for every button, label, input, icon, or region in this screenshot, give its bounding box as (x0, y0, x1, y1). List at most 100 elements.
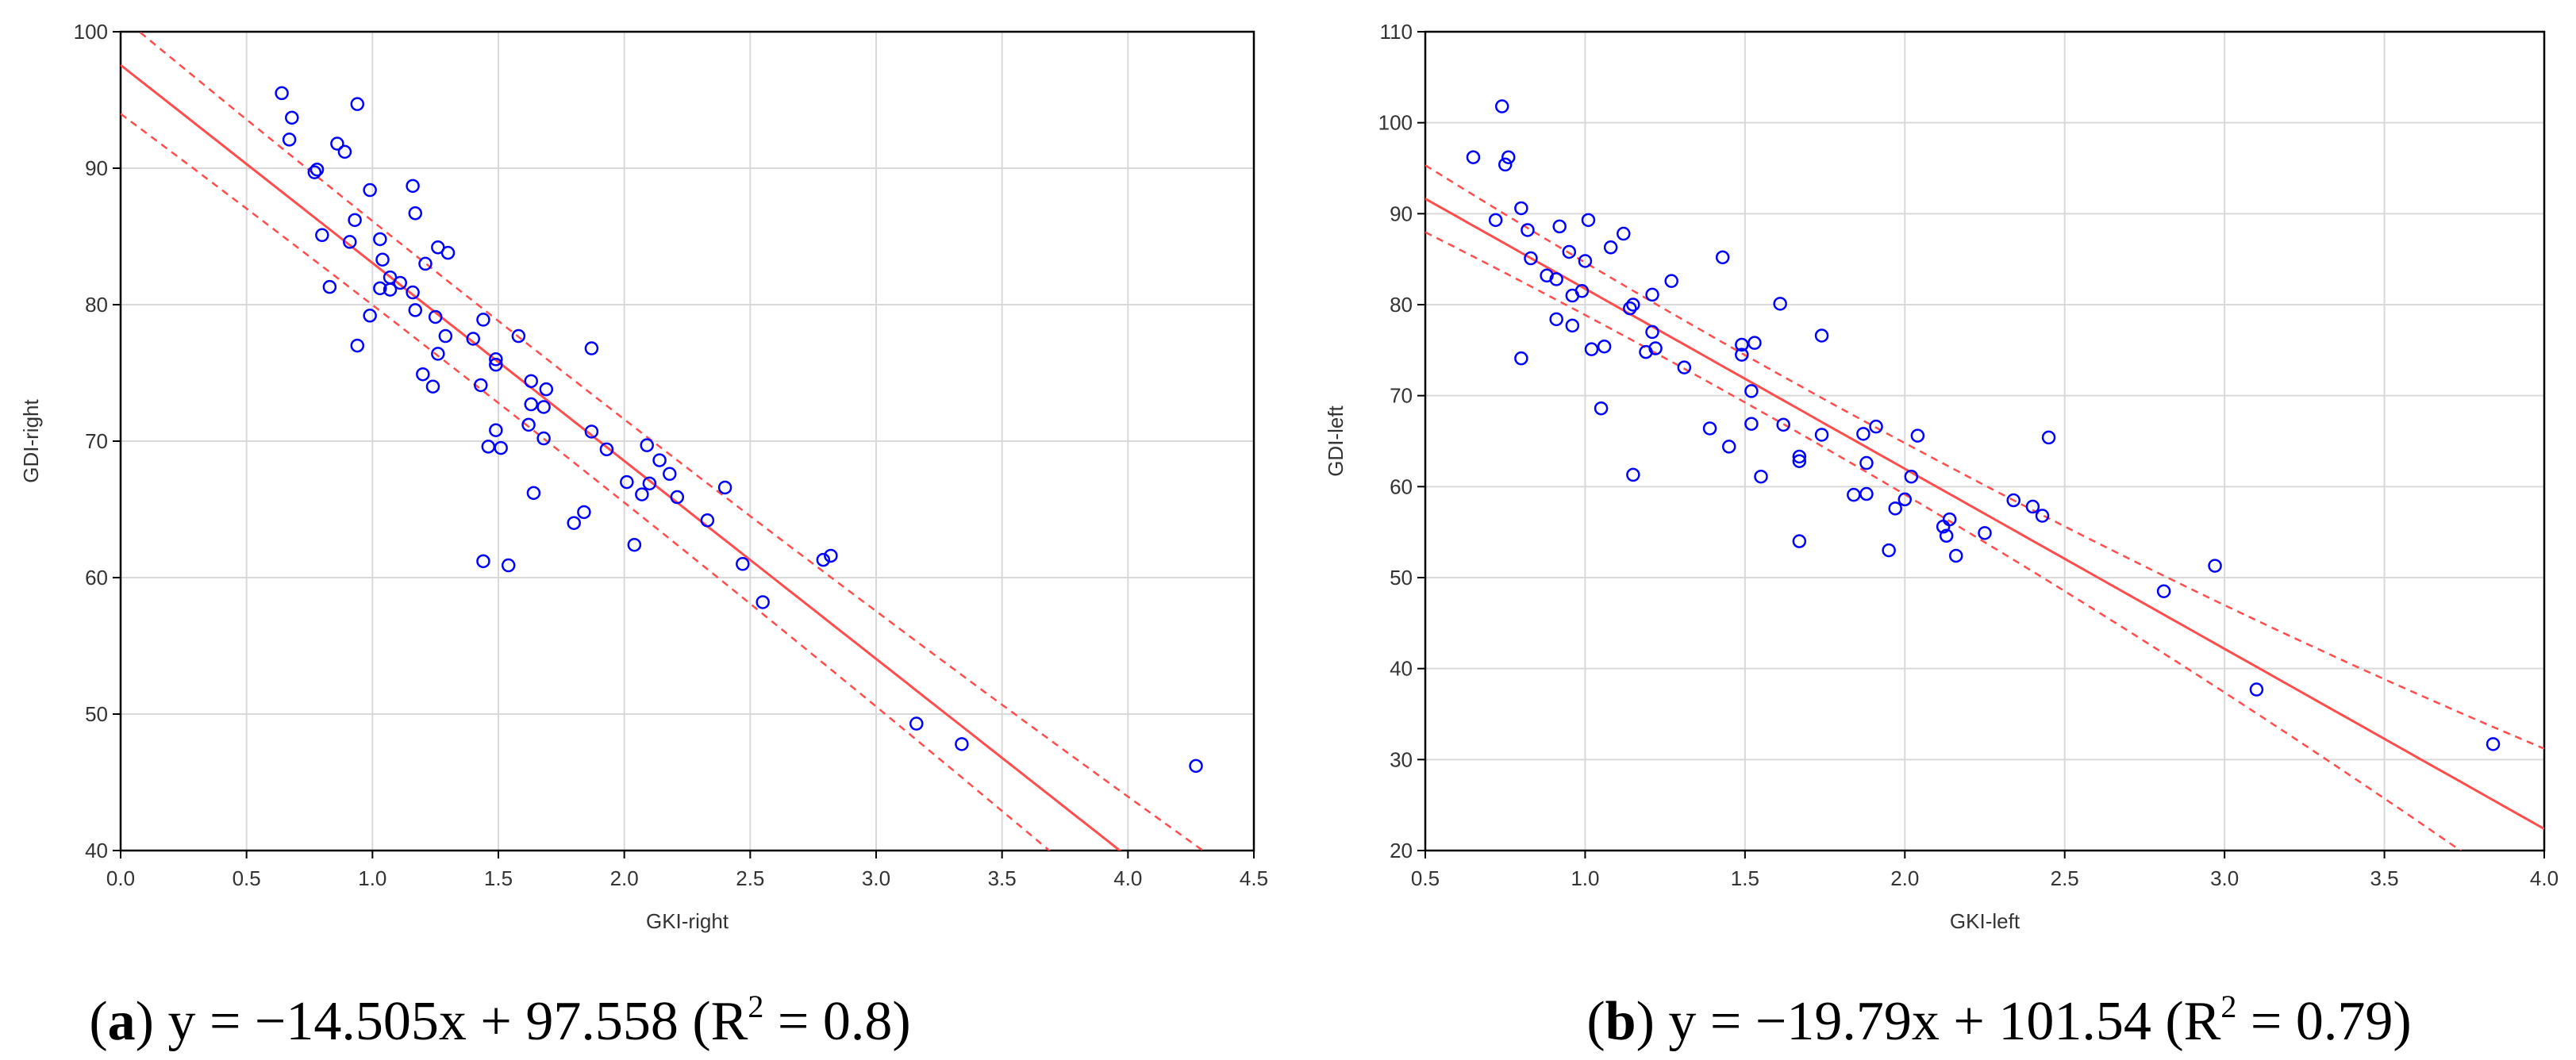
confidence-band-lower (121, 113, 1052, 851)
data-point (373, 232, 387, 247)
data-point (1702, 421, 1717, 436)
data-point (330, 136, 344, 151)
x-tick-label: 4.0 (2530, 866, 2559, 890)
x-axis-label: GKI-right (646, 909, 729, 933)
data-point (1562, 244, 1577, 259)
data-point (1888, 501, 1902, 516)
data-point (1869, 419, 1883, 434)
y-tick-label: 60 (1390, 474, 1413, 498)
data-point (337, 144, 352, 159)
caption-close-paren: ) (136, 991, 168, 1052)
data-point (635, 487, 649, 501)
data-point (1814, 428, 1829, 442)
data-point (1882, 543, 1896, 558)
data-point (476, 554, 490, 569)
data-point (700, 513, 715, 528)
confidence-band-upper (1425, 164, 2544, 750)
data-point (620, 474, 634, 490)
data-point (526, 486, 541, 501)
y-tick-label: 50 (85, 702, 108, 726)
data-point (2486, 737, 2501, 751)
data-point (584, 341, 599, 355)
data-point (539, 382, 554, 397)
data-point (1594, 401, 1609, 416)
data-point (494, 440, 508, 455)
data-point (1189, 759, 1203, 774)
data-point (1514, 351, 1528, 366)
data-point (1859, 455, 1874, 470)
data-point (599, 442, 614, 457)
data-point (1948, 548, 1963, 563)
data-point (438, 328, 453, 344)
data-point (524, 397, 539, 412)
caption-superscript: 2 (748, 989, 763, 1024)
data-point (670, 490, 685, 505)
data-point (431, 347, 445, 361)
data-point (642, 476, 657, 491)
x-tick-label: 3.0 (2210, 866, 2239, 890)
data-point (373, 281, 387, 296)
x-tick-label: 4.0 (1113, 866, 1142, 890)
data-point (350, 97, 365, 111)
data-point (567, 516, 581, 530)
panel-caption: (a) y = −14.505x + 97.558 (R2 = 0.8) (89, 989, 910, 1052)
confidence-band-upper (137, 32, 1205, 851)
x-tick-label: 3.5 (988, 866, 1017, 890)
data-point (406, 179, 420, 194)
confidence-band-lower (1425, 231, 2463, 851)
y-tick-label: 80 (85, 293, 108, 317)
data-point (1498, 157, 1513, 172)
data-point (425, 379, 440, 394)
data-point (1735, 337, 1749, 352)
data-point (275, 86, 289, 101)
panel-caption: (b) y = −19.79x + 101.54 (R2 = 0.79) (1586, 989, 2411, 1052)
data-point (285, 110, 299, 125)
data-point (1501, 150, 1516, 164)
data-point (640, 438, 654, 452)
y-tick-label: 40 (85, 839, 108, 862)
caption-open-paren: ( (89, 991, 107, 1052)
data-point (282, 132, 297, 147)
caption-r2-value: = 0.8) (763, 991, 910, 1052)
data-point (1754, 469, 1768, 484)
data-point (717, 480, 732, 495)
x-tick-label: 2.0 (610, 866, 639, 890)
data-point (307, 165, 322, 179)
data-point (1494, 99, 1509, 113)
data-points (275, 86, 1203, 774)
data-point (1735, 348, 1749, 362)
y-tick-label: 110 (1380, 20, 1413, 44)
data-point (1897, 492, 1913, 507)
data-point (1859, 486, 1874, 501)
y-tick-label: 80 (1390, 293, 1413, 317)
y-tick-label: 70 (85, 429, 108, 453)
y-tick-label: 50 (1390, 566, 1413, 590)
data-point (1910, 428, 1925, 443)
data-point (322, 279, 337, 294)
y-tick-label: 90 (1390, 202, 1413, 225)
data-point (1664, 274, 1678, 288)
panel-b: 0.5 1.0 1.5 2.0 2.5 3.0 3.5 4.0 20 30 40 50 60 70 80 90… (1324, 20, 2559, 1052)
data-point (406, 285, 420, 300)
caption-open-paren: ( (1586, 991, 1605, 1052)
data-point (489, 352, 503, 367)
data-point (489, 357, 503, 372)
data-point (663, 467, 677, 482)
caption-equation: y = −19.79x + 101.54 (R (1668, 991, 2220, 1052)
data-point (909, 716, 924, 731)
data-point (2025, 499, 2040, 514)
data-point (1617, 226, 1631, 241)
y-tick-label: 100 (74, 20, 108, 44)
data-point (350, 338, 365, 353)
data-point (1603, 240, 1618, 255)
data-point (2156, 584, 2171, 598)
data-point (1776, 417, 1790, 432)
data-point (315, 228, 329, 243)
data-point (1626, 298, 1640, 312)
data-point (1552, 219, 1567, 234)
x-tick-label: 3.0 (862, 866, 890, 890)
data-point (1744, 417, 1759, 431)
data-point (1721, 440, 1736, 454)
data-point (1488, 213, 1503, 228)
